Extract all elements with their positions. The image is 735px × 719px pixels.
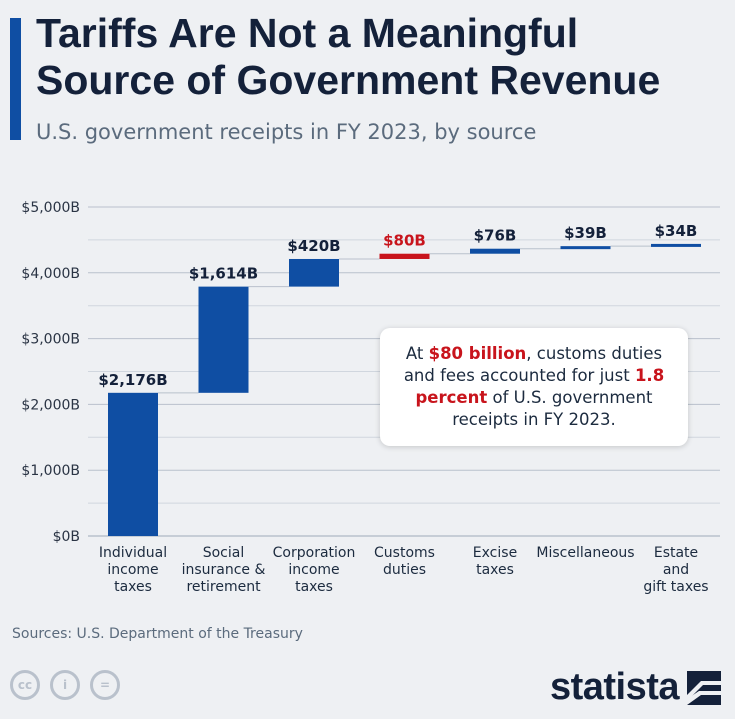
category-label: taxes	[476, 562, 514, 578]
category-label: gift taxes	[643, 579, 708, 595]
y-tick-label: $4,000B	[21, 266, 80, 282]
y-tick-label: $3,000B	[21, 332, 80, 348]
bar	[108, 392, 158, 536]
value-label: $1,614B	[189, 265, 258, 283]
statista-logo-icon	[687, 670, 721, 705]
value-label: $2,176B	[98, 371, 167, 389]
category-label: Customs	[374, 545, 435, 561]
bar	[651, 243, 701, 247]
brand-name: statista	[549, 666, 680, 708]
category-label: Excise	[473, 545, 517, 561]
chart-subtitle: U.S. government receipts in FY 2023, by …	[36, 120, 537, 144]
category-label: income	[107, 562, 158, 578]
callout-middle: , customs duties and fees accounted for …	[403, 344, 663, 385]
category-label: duties	[383, 562, 426, 578]
no-derivatives-icon[interactable]: =	[90, 670, 120, 700]
category-label: insurance &	[182, 562, 266, 578]
category-label: Social	[203, 545, 245, 561]
attribution-icon[interactable]: i	[50, 670, 80, 700]
callout-highlight-amount: $80 billion	[428, 344, 527, 363]
callout-suffix: of U.S. government receipts in FY 2023.	[452, 388, 653, 429]
category-label: taxes	[114, 579, 152, 595]
category-label: and	[663, 562, 689, 578]
value-label: $80B	[383, 232, 426, 250]
bar	[198, 286, 249, 393]
category-label: Miscellaneous	[536, 545, 634, 561]
category-label: Corporation	[273, 545, 356, 561]
bar	[379, 253, 430, 259]
y-tick-label: $1,000B	[21, 463, 80, 479]
y-tick-label: $5,000B	[21, 200, 80, 216]
category-label: Individual	[99, 545, 167, 561]
title-accent-bar	[10, 18, 21, 140]
category-label: taxes	[295, 579, 333, 595]
category-label: Estate	[654, 545, 698, 561]
callout-highlight-percent: 1.8 percent	[415, 366, 665, 407]
bar	[560, 246, 611, 250]
value-label: $420B	[287, 237, 340, 255]
value-label: $34B	[655, 222, 698, 240]
category-label: income	[288, 562, 339, 578]
chart-title: Tariffs Are Not a Meaningful Source of G…	[36, 10, 661, 103]
category-label: retirement	[186, 579, 261, 595]
cc-icon[interactable]: cc	[10, 670, 40, 700]
source-note: Sources: U.S. Department of the Treasury	[12, 626, 303, 642]
license-icons: cc i =	[10, 670, 120, 700]
value-label: $39B	[564, 224, 607, 242]
callout-prefix: At	[405, 344, 429, 363]
value-label: $76B	[474, 227, 517, 245]
annotation-callout: At $80 billion, customs duties and fees …	[380, 328, 688, 446]
bar	[470, 248, 520, 254]
y-tick-label: $2,000B	[21, 397, 80, 413]
statista-logo[interactable]: statista	[550, 666, 721, 709]
y-tick-label: $0B	[53, 529, 80, 545]
bar	[289, 258, 339, 287]
